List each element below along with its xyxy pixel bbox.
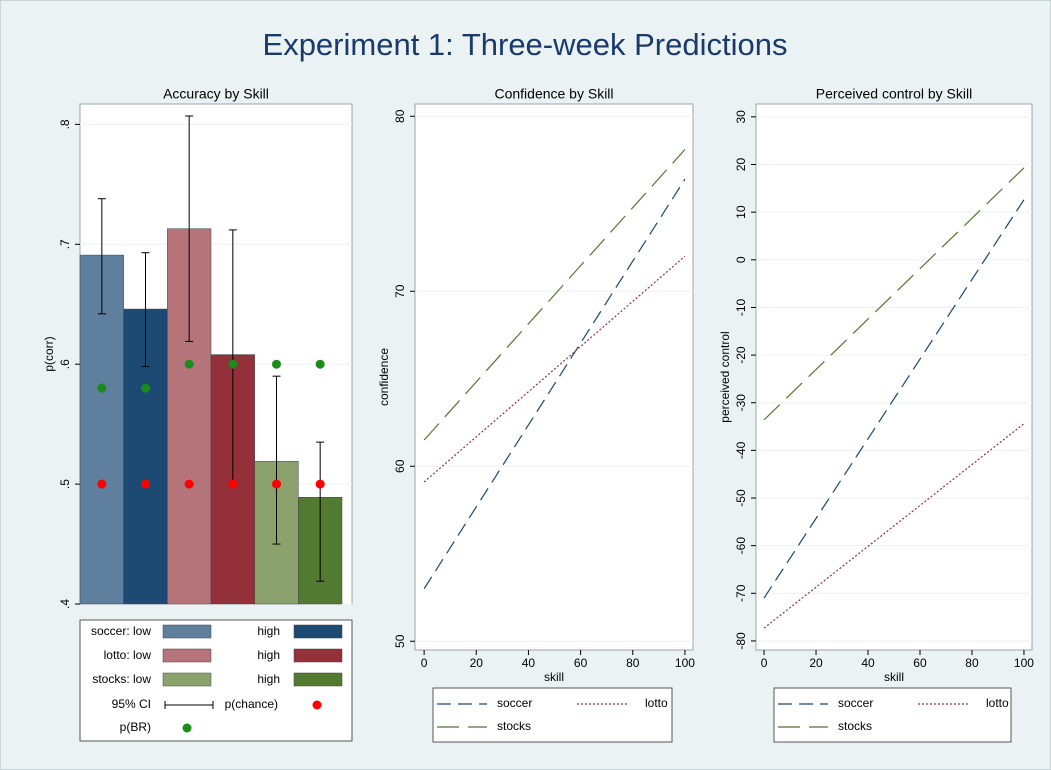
br-dot [272, 359, 281, 369]
legend-swatch [293, 648, 343, 663]
chance-dot [141, 479, 150, 489]
x-tick-label: 80 [965, 656, 979, 670]
legend-box [773, 687, 1012, 743]
y-tick-label: -50 [734, 489, 748, 507]
legend-label: soccer [838, 696, 873, 710]
y-tick-label: -70 [734, 584, 748, 602]
y-tick-label: 50 [393, 634, 407, 648]
legend-label: lotto: low [104, 648, 152, 662]
legend-label: stocks: low [92, 672, 151, 686]
legend-swatch [293, 624, 343, 639]
legend-label: p(chance) [225, 697, 278, 711]
y-tick-label: 30 [734, 110, 748, 124]
y-tick-label: .8 [58, 119, 72, 129]
error-bar [316, 441, 325, 582]
figure-title: Experiment 1: Three-week Predictions [263, 27, 788, 62]
y-tick-label: -60 [734, 537, 748, 555]
br-dot [97, 383, 107, 393]
legend-chance-dot [312, 700, 322, 710]
series-line [423, 255, 686, 483]
x-tick-label: 40 [861, 656, 875, 670]
x-tick-label: 100 [1014, 656, 1034, 670]
legend-label: high [257, 672, 280, 686]
br-dot [141, 383, 150, 393]
br-dot [315, 359, 325, 369]
y-tick-label: 80 [393, 109, 407, 123]
y-tick-label: .4 [58, 599, 72, 609]
legend-label: stocks [497, 719, 531, 733]
y-tick-label: -80 [734, 632, 748, 650]
chance-dot [315, 479, 325, 489]
y-tick-label: 0 [734, 256, 748, 263]
legend-swatch [162, 624, 212, 639]
chance-dot [97, 479, 107, 489]
series-line [763, 199, 1025, 599]
y-axis-label: confidence [377, 348, 391, 406]
y-tick-label: -20 [734, 346, 748, 364]
x-tick-label: 0 [761, 656, 768, 670]
error-bar [141, 252, 150, 368]
chance-dot [272, 479, 281, 489]
y-tick-label: -30 [734, 394, 748, 412]
legend-swatch [162, 648, 212, 663]
chance-dot [228, 479, 238, 489]
br-dot [228, 359, 238, 369]
y-tick-label: -10 [734, 298, 748, 316]
panel-title: Confidence by Skill [494, 86, 613, 102]
panel-title: Accuracy by Skill [163, 86, 269, 102]
legend-label: soccer [497, 696, 532, 710]
x-tick-label: 40 [522, 656, 536, 670]
series-line [423, 149, 686, 441]
x-tick-label: 80 [626, 656, 640, 670]
x-tick-label: 100 [675, 656, 695, 670]
x-tick-label: 60 [574, 656, 588, 670]
error-bar [97, 198, 106, 315]
legend-label: high [257, 624, 280, 638]
legend-label: soccer: low [91, 624, 151, 638]
series-line [423, 178, 686, 590]
legend-box [432, 687, 673, 743]
legend-label: 95% CI [112, 697, 151, 711]
error-bar [272, 375, 281, 545]
error-bar [185, 115, 194, 342]
y-tick-label: 20 [734, 158, 748, 172]
x-tick-label: 20 [809, 656, 823, 670]
y-tick-label: .6 [58, 359, 72, 369]
plot-area [755, 103, 1033, 651]
legend-swatch [293, 672, 343, 687]
y-axis-label: perceived control [718, 331, 732, 422]
y-tick-label: 60 [393, 459, 407, 473]
chance-dot [184, 479, 194, 489]
x-tick-label: 20 [470, 656, 484, 670]
y-tick-label: .5 [58, 479, 72, 489]
x-tick-label: 0 [421, 656, 428, 670]
y-tick-label: -40 [734, 441, 748, 459]
y-tick-label: 10 [734, 205, 748, 219]
x-axis-label: skill [544, 670, 564, 684]
y-axis-label: p(corr) [42, 336, 56, 371]
legend-br-dot [182, 723, 192, 733]
panel-title: Perceived control by Skill [816, 86, 972, 102]
legend-label: p(BR) [120, 720, 151, 734]
y-tick-label: 70 [393, 284, 407, 298]
br-dot [184, 359, 194, 369]
legend-label: high [257, 648, 280, 662]
plot-area [414, 103, 694, 651]
legend-label: lotto [986, 696, 1009, 710]
legend-swatch [162, 672, 212, 687]
x-axis-label: skill [884, 670, 904, 684]
y-tick-label: .7 [58, 239, 72, 249]
legend-label: stocks [838, 719, 872, 733]
series-line [763, 423, 1025, 629]
x-tick-label: 60 [913, 656, 927, 670]
legend-label: lotto [645, 696, 668, 710]
